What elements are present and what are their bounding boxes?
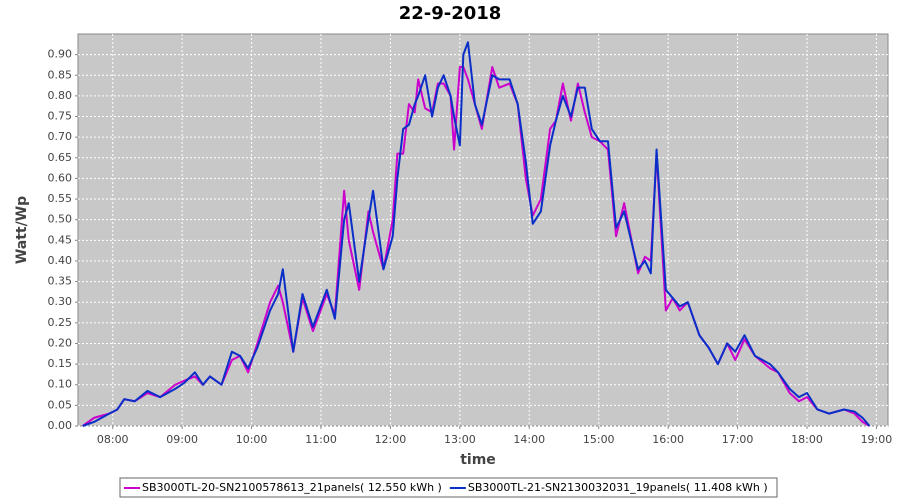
y-tick-label: 0.30 xyxy=(48,295,73,308)
y-tick-label: 0.65 xyxy=(48,151,73,164)
x-tick-label: 11:00 xyxy=(305,433,337,446)
x-axis-label: time xyxy=(460,452,496,468)
y-axis-label: Watt/Wp xyxy=(14,196,30,264)
y-tick-label: 0.20 xyxy=(48,336,73,349)
y-tick-label: 0.25 xyxy=(48,316,73,329)
y-tick-label: 0.05 xyxy=(48,398,73,411)
y-tick-label: 0.70 xyxy=(48,130,73,143)
x-tick-label: 10:00 xyxy=(236,433,268,446)
y-tick-label: 0.40 xyxy=(48,254,73,267)
x-tick-label: 13:00 xyxy=(444,433,476,446)
y-tick-label: 0.50 xyxy=(48,213,73,226)
y-tick-label: 0.10 xyxy=(48,378,73,391)
y-tick-label: 0.75 xyxy=(48,110,73,123)
y-tick-label: 0.15 xyxy=(48,357,73,370)
x-tick-label: 08:00 xyxy=(97,433,129,446)
x-tick-label: 12:00 xyxy=(375,433,407,446)
chart-title: 22-9-2018 xyxy=(399,3,502,24)
plot-area xyxy=(77,33,889,427)
y-tick-label: 0.80 xyxy=(48,89,73,102)
y-tick-label: 0.60 xyxy=(48,171,73,184)
y-tick-label: 0.90 xyxy=(48,48,73,61)
legend-label: SB3000TL-20-SN2100578613_21panels( 12.55… xyxy=(142,481,442,494)
x-tick-label: 09:00 xyxy=(166,433,198,446)
x-tick-label: 18:00 xyxy=(791,433,823,446)
y-tick-label: 0.35 xyxy=(48,275,73,288)
x-tick-label: 15:00 xyxy=(583,433,615,446)
legend-label: SB3000TL-21-SN2130032031_19panels( 11.40… xyxy=(468,481,768,494)
x-tick-label: 14:00 xyxy=(513,433,545,446)
y-tick-label: 0.55 xyxy=(48,192,73,205)
x-tick-label: 17:00 xyxy=(722,433,754,446)
y-tick-label: 0.45 xyxy=(48,233,73,246)
x-tick-label: 16:00 xyxy=(652,433,684,446)
legend xyxy=(119,477,778,498)
x-tick-label: 19:00 xyxy=(861,433,893,446)
y-tick-label: 0.85 xyxy=(48,68,73,81)
series-line xyxy=(82,41,871,427)
y-tick-label: 0.00 xyxy=(48,419,73,432)
